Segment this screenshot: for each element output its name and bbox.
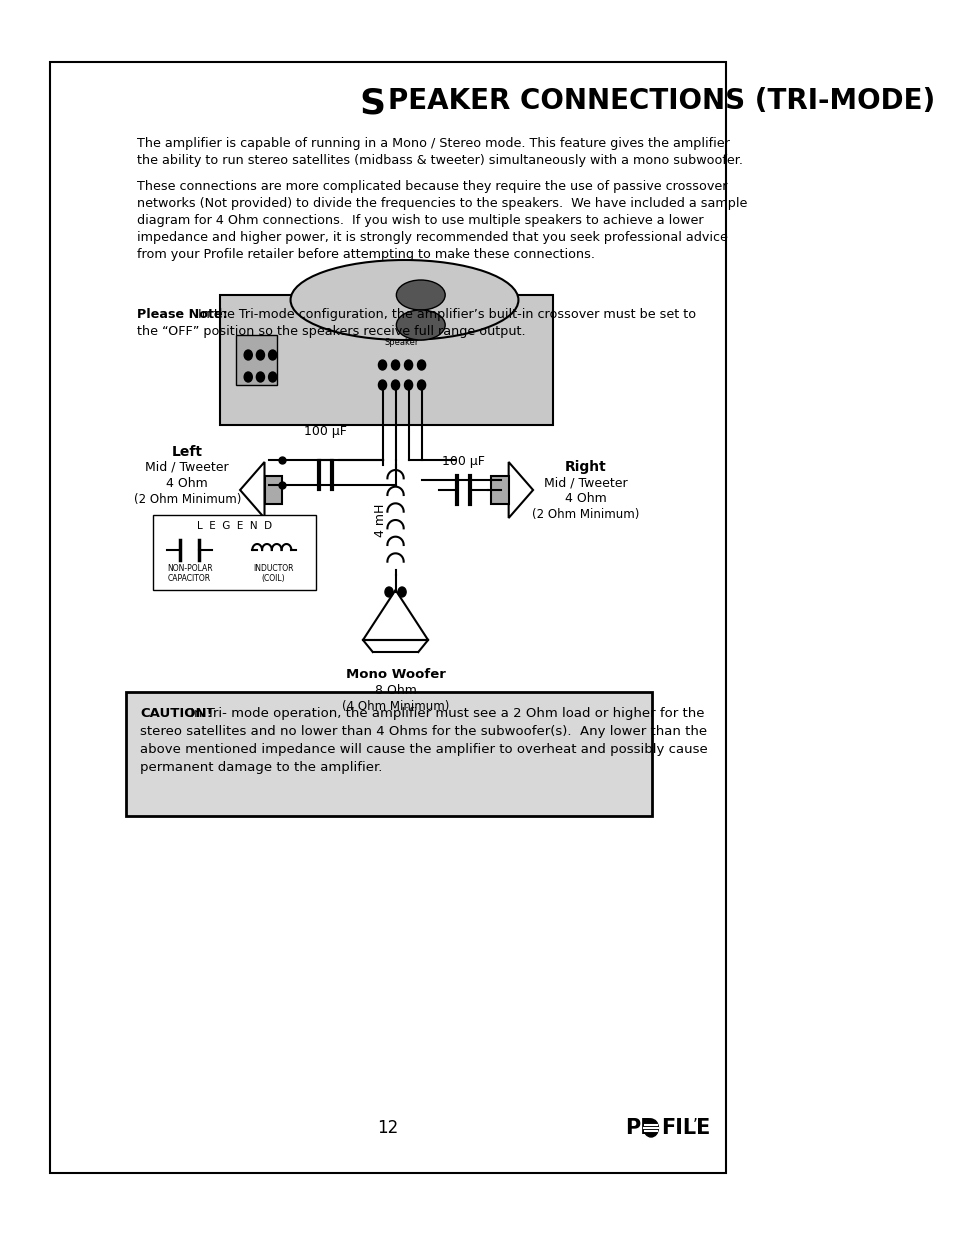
FancyBboxPatch shape <box>152 515 315 590</box>
Circle shape <box>391 380 399 390</box>
Text: the “OFF” position so the speakers receive full range output.: the “OFF” position so the speakers recei… <box>136 325 525 338</box>
Text: (4 Ohm Minimum): (4 Ohm Minimum) <box>341 700 449 713</box>
Text: PR: PR <box>624 1118 656 1137</box>
Circle shape <box>256 350 264 359</box>
FancyBboxPatch shape <box>264 475 282 504</box>
Text: (2 Ohm Minimum): (2 Ohm Minimum) <box>133 493 240 506</box>
FancyBboxPatch shape <box>126 692 651 816</box>
Text: Left: Left <box>172 445 202 459</box>
Text: L  E  G  E  N  D: L E G E N D <box>196 521 272 531</box>
Text: S: S <box>359 86 385 121</box>
Text: (2 Ohm Minimum): (2 Ohm Minimum) <box>532 508 639 521</box>
Text: 12: 12 <box>377 1119 398 1137</box>
Text: 4 Ohm: 4 Ohm <box>166 477 208 490</box>
Text: stereo satellites and no lower than 4 Ohms for the subwoofer(s).  Any lower than: stereo satellites and no lower than 4 Oh… <box>140 725 706 739</box>
Circle shape <box>643 1119 658 1137</box>
Text: Mono Woofer: Mono Woofer <box>345 668 445 680</box>
Circle shape <box>404 359 413 370</box>
Ellipse shape <box>395 310 445 340</box>
FancyBboxPatch shape <box>490 475 508 504</box>
Text: diagram for 4 Ohm connections.  If you wish to use multiple speakers to achieve : diagram for 4 Ohm connections. If you wi… <box>136 214 702 227</box>
Text: above mentioned impedance will cause the amplifier to overheat and possibly caus: above mentioned impedance will cause the… <box>140 743 707 756</box>
Circle shape <box>378 380 386 390</box>
FancyBboxPatch shape <box>219 295 553 425</box>
Text: Please Note:: Please Note: <box>136 308 227 321</box>
Text: Mid / Tweeter: Mid / Tweeter <box>543 475 627 489</box>
Text: In the Tri-mode configuration, the amplifier’s built-in crossover must be set to: In the Tri-mode configuration, the ampli… <box>193 308 695 321</box>
Text: PEAKER CONNECTIONS (TRI-MODE): PEAKER CONNECTIONS (TRI-MODE) <box>388 86 935 115</box>
Circle shape <box>404 380 413 390</box>
Circle shape <box>417 380 425 390</box>
Text: In Tri- mode operation, the amplifier must see a 2 Ohm load or higher for the: In Tri- mode operation, the amplifier mu… <box>186 706 703 720</box>
Text: permanent damage to the amplifier.: permanent damage to the amplifier. <box>140 761 382 774</box>
Text: 8 Ohm: 8 Ohm <box>375 684 416 697</box>
Text: Speaker: Speaker <box>384 338 418 347</box>
Circle shape <box>391 359 399 370</box>
Text: These connections are more complicated because they require the use of passive c: These connections are more complicated b… <box>136 180 726 193</box>
Circle shape <box>378 359 386 370</box>
Ellipse shape <box>291 261 517 340</box>
Circle shape <box>244 372 252 382</box>
Text: 4 mH: 4 mH <box>374 504 387 537</box>
Circle shape <box>269 350 276 359</box>
Circle shape <box>269 372 276 382</box>
FancyBboxPatch shape <box>235 335 276 385</box>
Circle shape <box>397 587 406 597</box>
Circle shape <box>256 372 264 382</box>
Circle shape <box>417 359 425 370</box>
Text: CAUTION!: CAUTION! <box>140 706 213 720</box>
Text: 100 μF: 100 μF <box>442 454 485 468</box>
Text: Right: Right <box>564 459 606 474</box>
Text: 4 Ohm: 4 Ohm <box>564 492 606 505</box>
Circle shape <box>385 587 393 597</box>
FancyBboxPatch shape <box>51 62 725 1173</box>
Text: ’: ’ <box>692 1118 697 1132</box>
Text: INDUCTOR
(COIL): INDUCTOR (COIL) <box>253 564 294 583</box>
Polygon shape <box>362 590 428 640</box>
Text: NON-POLAR
CAPACITOR: NON-POLAR CAPACITOR <box>167 564 213 583</box>
Text: The amplifier is capable of running in a Mono / Stereo mode. This feature gives : The amplifier is capable of running in a… <box>136 137 729 149</box>
Text: FILE: FILE <box>660 1118 709 1137</box>
Polygon shape <box>508 462 533 517</box>
Text: Mid / Tweeter: Mid / Tweeter <box>145 461 229 474</box>
Text: networks (Not provided) to divide the frequencies to the speakers.  We have incl: networks (Not provided) to divide the fr… <box>136 198 746 210</box>
Text: impedance and higher power, it is strongly recommended that you seek professiona: impedance and higher power, it is strong… <box>136 231 727 245</box>
Circle shape <box>244 350 252 359</box>
Ellipse shape <box>395 280 445 310</box>
Polygon shape <box>240 462 264 517</box>
Text: 100 μF: 100 μF <box>304 425 347 438</box>
Text: the ability to run stereo satellites (midbass & tweeter) simultaneously with a m: the ability to run stereo satellites (mi… <box>136 154 742 167</box>
Text: from your Profile retailer before attempting to make these connections.: from your Profile retailer before attemp… <box>136 248 594 261</box>
